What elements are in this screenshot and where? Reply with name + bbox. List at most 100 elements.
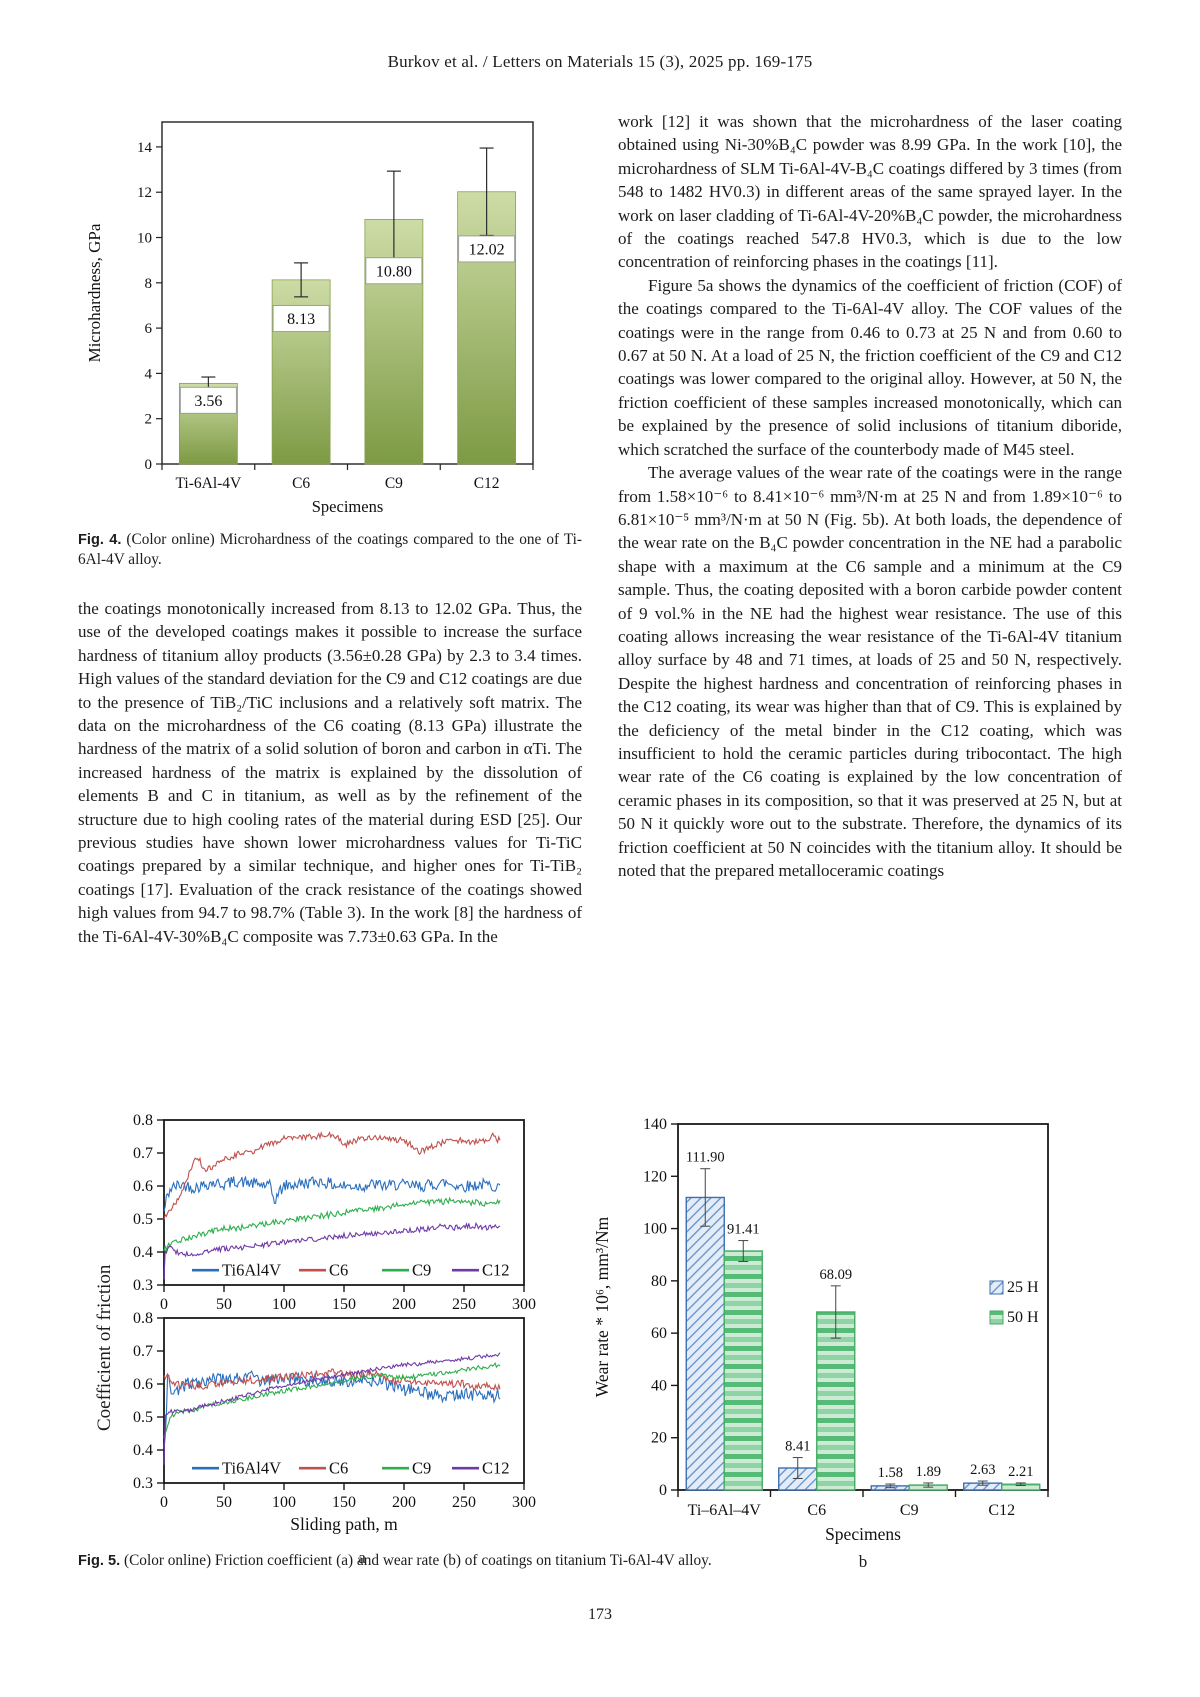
legend-25 H: 25 H [1007, 1279, 1039, 1296]
legend-Ti6Al4V: Ti6Al4V [222, 1459, 281, 1478]
fig5a-sublabel: a [358, 1548, 366, 1567]
fig4-bar-label: 3.56 [194, 393, 222, 410]
svg-text:250: 250 [452, 1494, 476, 1511]
svg-text:Specimens: Specimens [825, 1524, 901, 1544]
svg-text:140: 140 [643, 1116, 667, 1133]
svg-text:200: 200 [392, 1296, 416, 1310]
svg-text:C12: C12 [988, 1502, 1015, 1519]
svg-text:Ti–6Al–4V: Ti–6Al–4V [688, 1502, 762, 1519]
fig5b-value-label: 111.90 [686, 1150, 725, 1166]
legend-C9: C9 [412, 1459, 431, 1478]
series-C9 [163, 1362, 501, 1438]
right-column-paragraph-3: The average values of the wear rate of t… [618, 463, 1122, 880]
fig5a-friction-charts: Coefficient of friction 0.3 0.4 0.5 0.6 0.7 0… [92, 1112, 562, 1568]
svg-text:Ti-6Al-4V: Ti-6Al-4V [176, 475, 243, 492]
svg-text:50: 50 [216, 1494, 232, 1511]
svg-text:4: 4 [145, 366, 153, 382]
svg-text:2: 2 [145, 412, 153, 428]
svg-text:100: 100 [272, 1494, 296, 1511]
legend-Ti6Al4V: Ti6Al4V [222, 1261, 281, 1280]
left-column-paragraph: the coatings monotonically increased fro… [78, 599, 582, 946]
fig5b-wear-rate-chart: 0 20 40 60 80 100 120 140 Wear rate * 10⁶, mm³/N… [578, 1112, 1122, 1572]
fig4-bar-label: 8.13 [287, 311, 315, 328]
svg-text:300: 300 [512, 1296, 536, 1310]
svg-text:Wear rate * 10⁶, mm³/Nm: Wear rate * 10⁶, mm³/Nm [592, 1216, 612, 1397]
fig5b-value-label: 1.58 [878, 1465, 903, 1481]
svg-text:120: 120 [643, 1168, 667, 1185]
svg-text:80: 80 [651, 1273, 667, 1290]
svg-text:8: 8 [145, 276, 153, 292]
svg-text:20: 20 [651, 1430, 667, 1447]
svg-text:0: 0 [160, 1494, 168, 1511]
fig5a-bottom-line-chart-50N: 0.3 0.4 0.5 0.6 0.7 0.8 0 50 100 150 200 250 300 Ti6A… [133, 1310, 536, 1534]
svg-text:10: 10 [137, 231, 152, 247]
fig4-caption: Fig. 4. (Color online) Microhardness of … [78, 530, 582, 570]
svg-text:12: 12 [137, 185, 152, 201]
svg-text:250: 250 [452, 1296, 476, 1310]
svg-text:C9: C9 [900, 1502, 919, 1519]
svg-text:0.8: 0.8 [133, 1112, 153, 1129]
svg-text:0.5: 0.5 [133, 1211, 153, 1228]
svg-text:0: 0 [659, 1482, 667, 1499]
legend-swatch-25 H [989, 1280, 1004, 1295]
fig5a-top-line-chart-25N: 0.3 0.4 0.5 0.6 0.7 0.8 0 50 100 150 200 250 300 Ti6A… [133, 1112, 536, 1310]
series-C12 [163, 1352, 501, 1465]
svg-text:Sliding path, m: Sliding path, m [290, 1514, 398, 1534]
fig4-bar-label: 10.80 [376, 263, 412, 280]
svg-text:C6: C6 [292, 475, 310, 492]
fig5b-value-label: 2.21 [1008, 1464, 1033, 1480]
series-C9 [163, 1196, 501, 1253]
legend-C9: C9 [412, 1261, 431, 1280]
svg-text:40: 40 [651, 1377, 667, 1394]
legend-C12: C12 [482, 1261, 510, 1280]
fig4-bar-label: 12.02 [469, 241, 505, 258]
legend-swatch-50 H [989, 1310, 1004, 1325]
svg-text:0: 0 [145, 457, 153, 473]
two-column-body: 0 2 4 6 8 10 12 14 Microhardness, GPa 3.56 Ti-6Al-… [78, 110, 1122, 948]
fig5a-y-axis-label: Coefficient of friction [94, 1264, 115, 1432]
legend-C6: C6 [329, 1261, 348, 1280]
svg-text:0.5: 0.5 [133, 1409, 153, 1426]
left-column: 0 2 4 6 8 10 12 14 Microhardness, GPa 3.56 Ti-6Al-… [78, 110, 582, 948]
svg-text:100: 100 [272, 1296, 296, 1310]
legend-50 H: 50 H [1007, 1309, 1039, 1326]
svg-text:0: 0 [160, 1296, 168, 1310]
fig5b-bar-Ti–6Al–4V-50 H [723, 1250, 763, 1491]
svg-text:200: 200 [392, 1494, 416, 1511]
right-column-paragraph-1: work [12] it was shown that the microhar… [618, 112, 1122, 272]
fig5-figure-block: Coefficient of friction 0.3 0.4 0.5 0.6 0.7 0… [78, 1112, 1122, 1571]
series-C6 [163, 1131, 501, 1220]
svg-text:50: 50 [216, 1296, 232, 1310]
series-Ti6Al4V [163, 1370, 501, 1448]
svg-text:0.3: 0.3 [133, 1475, 153, 1492]
fig5b-bar-Ti–6Al–4V-25 H [685, 1196, 725, 1491]
svg-text:C9: C9 [385, 475, 403, 492]
right-column-paragraph-2: Figure 5a shows the dynamics of the coef… [618, 275, 1122, 459]
fig4-caption-text: (Color online) Microhardness of the coat… [78, 531, 582, 568]
svg-text:0.7: 0.7 [133, 1145, 153, 1162]
fig5-caption: Fig. 5. (Color online) Friction coeffici… [78, 1552, 1122, 1570]
svg-text:0.8: 0.8 [133, 1310, 153, 1327]
right-column: work [12] it was shown that the microhar… [618, 110, 1122, 948]
series-Ti6Al4V [163, 1175, 501, 1212]
fig4-caption-label: Fig. 4. [78, 532, 122, 548]
fig5b-value-label: 91.41 [727, 1222, 760, 1238]
legend-C12: C12 [482, 1459, 510, 1478]
page-header-citation: Burkov et al. / Letters on Materials 15 … [387, 52, 813, 71]
svg-text:6: 6 [145, 321, 153, 337]
svg-text:Microhardness, GPa: Microhardness, GPa [85, 223, 104, 362]
svg-text:0.7: 0.7 [133, 1343, 153, 1360]
fig5b-value-label: 8.41 [785, 1439, 810, 1455]
svg-text:0.3: 0.3 [133, 1277, 153, 1294]
fig5b-bar-chart: 0 20 40 60 80 100 120 140 Wear rate * 10⁶, mm³/N… [592, 1116, 1049, 1544]
svg-text:150: 150 [332, 1494, 356, 1511]
svg-text:0.4: 0.4 [133, 1442, 153, 1459]
legend-C6: C6 [329, 1459, 348, 1478]
fig5b-value-label: 68.09 [819, 1267, 852, 1283]
fig5b-value-label: 2.63 [970, 1462, 995, 1478]
svg-text:0.6: 0.6 [133, 1178, 153, 1195]
fig5-caption-label: Fig. 5. [78, 1553, 121, 1569]
series-C12 [163, 1221, 501, 1280]
series-C6 [163, 1368, 501, 1391]
